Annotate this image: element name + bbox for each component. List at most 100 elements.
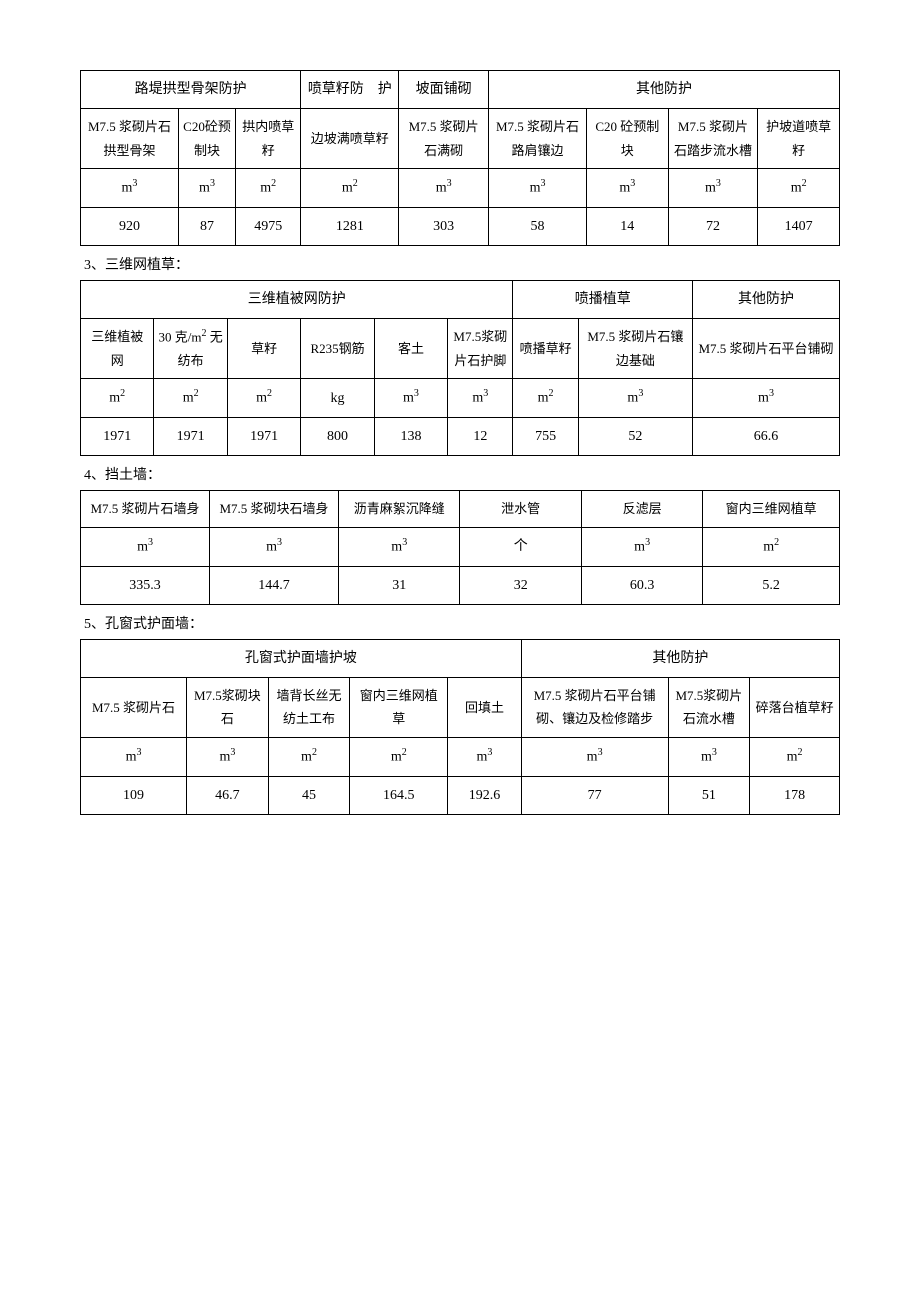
- t3-h-3: 泄水管: [460, 491, 581, 527]
- t4-u-3: m2: [350, 737, 448, 776]
- t4-sh-1: M7.5浆砌块石: [187, 677, 269, 737]
- t1-sh-3: 边坡满喷草籽: [301, 109, 399, 169]
- t3-u-2: m3: [339, 527, 460, 566]
- t3-h-5: 窗内三维网植草: [703, 491, 840, 527]
- t3-v-3: 32: [460, 566, 581, 604]
- t1-sh-6: C20 砼预制块: [586, 109, 668, 169]
- t2-v-6: 755: [513, 418, 578, 456]
- t4-sh-6: M7.5浆砌片石流水槽: [668, 677, 750, 737]
- t4-sh-4: 回填土: [448, 677, 521, 737]
- table-3d-net: 三维植被网防护 喷播植草 其他防护 三维植被网 30 克/m2 无纺布 草籽 R…: [80, 280, 840, 456]
- table-retaining-wall: M7.5 浆砌片石墙身 M7.5 浆砌块石墙身 沥青麻絮沉降缝 泄水管 反滤层 …: [80, 490, 840, 604]
- t2-sh-7: M7.5 浆砌片石镶边基础: [578, 319, 692, 379]
- t2-u-7: m3: [578, 379, 692, 418]
- table-arch-frame: 路堤拱型骨架防护 喷草籽防 护 坡面铺砌 其他防护 M7.5 浆砌片石拱型骨架 …: [80, 70, 840, 246]
- t2-sh-8: M7.5 浆砌片石平台铺砌: [693, 319, 840, 379]
- t1-v-8: 1407: [758, 207, 840, 245]
- t1-gh-3: 其他防护: [489, 71, 840, 109]
- t4-v-0: 109: [81, 776, 187, 814]
- t4-u-6: m3: [668, 737, 750, 776]
- t1-u-7: m3: [668, 168, 758, 207]
- t4-v-5: 77: [521, 776, 668, 814]
- t1-v-3: 1281: [301, 207, 399, 245]
- t4-v-3: 164.5: [350, 776, 448, 814]
- t1-gh-2: 坡面铺砌: [399, 71, 489, 109]
- t3-u-1: m3: [210, 527, 339, 566]
- t1-sh-8: 护坡道喷草籽: [758, 109, 840, 169]
- t3-v-0: 335.3: [81, 566, 210, 604]
- t2-u-8: m3: [693, 379, 840, 418]
- t4-v-2: 45: [268, 776, 350, 814]
- t4-sh-7: 碎落台植草籽: [750, 677, 840, 737]
- section-4-label: 4、挡土墙：: [84, 464, 840, 484]
- t1-sh-2: 拱内喷草籽: [236, 109, 301, 169]
- t2-gh-2: 其他防护: [693, 281, 840, 319]
- t1-sh-4: M7.5 浆砌片石满砌: [399, 109, 489, 169]
- t1-u-4: m3: [399, 168, 489, 207]
- t1-v-0: 920: [81, 207, 179, 245]
- t1-u-3: m2: [301, 168, 399, 207]
- t2-v-8: 66.6: [693, 418, 840, 456]
- t4-sh-2: 墙背长丝无纺土工布: [268, 677, 350, 737]
- section-3-label: 3、三维网植草：: [84, 254, 840, 274]
- t2-u-0: m2: [81, 379, 154, 418]
- t2-gh-1: 喷播植草: [513, 281, 693, 319]
- t3-u-5: m2: [703, 527, 840, 566]
- t2-gh-0: 三维植被网防护: [81, 281, 513, 319]
- t4-v-7: 178: [750, 776, 840, 814]
- t4-u-7: m2: [750, 737, 840, 776]
- t1-v-7: 72: [668, 207, 758, 245]
- t2-u-2: m2: [227, 379, 300, 418]
- t2-v-0: 1971: [81, 418, 154, 456]
- t1-v-5: 58: [489, 207, 587, 245]
- t4-v-4: 192.6: [448, 776, 521, 814]
- t2-v-5: 12: [448, 418, 513, 456]
- t4-sh-3: 窗内三维网植草: [350, 677, 448, 737]
- t2-v-2: 1971: [227, 418, 300, 456]
- t1-sh-0: M7.5 浆砌片石拱型骨架: [81, 109, 179, 169]
- t4-u-2: m2: [268, 737, 350, 776]
- t1-sh-1: C20砼预制块: [178, 109, 235, 169]
- t4-u-4: m3: [448, 737, 521, 776]
- t1-gh-0: 路堤拱型骨架防护: [81, 71, 301, 109]
- t2-sh-1: 30 克/m2 无纺布: [154, 319, 227, 379]
- t2-u-5: m3: [448, 379, 513, 418]
- t2-v-4: 138: [374, 418, 447, 456]
- t2-sh-3: R235钢筋: [301, 319, 374, 379]
- t1-u-5: m3: [489, 168, 587, 207]
- t2-u-1: m2: [154, 379, 227, 418]
- t4-u-0: m3: [81, 737, 187, 776]
- t2-u-4: m3: [374, 379, 447, 418]
- t1-gh-1: 喷草籽防 护: [301, 71, 399, 109]
- t2-sh-2: 草籽: [227, 319, 300, 379]
- t3-u-3: 个: [460, 527, 581, 566]
- t3-v-4: 60.3: [581, 566, 702, 604]
- t1-u-0: m3: [81, 168, 179, 207]
- t3-h-4: 反滤层: [581, 491, 702, 527]
- t2-sh-6: 喷播草籽: [513, 319, 578, 379]
- t2-u-6: m2: [513, 379, 578, 418]
- t2-v-7: 52: [578, 418, 692, 456]
- t1-v-1: 87: [178, 207, 235, 245]
- t4-u-5: m3: [521, 737, 668, 776]
- table-window-wall: 孔窗式护面墙护坡 其他防护 M7.5 浆砌片石 M7.5浆砌块石 墙背长丝无纺土…: [80, 639, 840, 815]
- t4-gh-1: 其他防护: [521, 639, 839, 677]
- t3-v-2: 31: [339, 566, 460, 604]
- t1-u-6: m3: [586, 168, 668, 207]
- t3-u-0: m3: [81, 527, 210, 566]
- t1-sh-7: M7.5 浆砌片石踏步流水槽: [668, 109, 758, 169]
- t2-v-3: 800: [301, 418, 374, 456]
- t3-u-4: m3: [581, 527, 702, 566]
- t1-sh-5: M7.5 浆砌片石路肩镶边: [489, 109, 587, 169]
- t4-sh-5: M7.5 浆砌片石平台铺砌、镶边及检修踏步: [521, 677, 668, 737]
- t1-v-4: 303: [399, 207, 489, 245]
- t3-v-1: 144.7: [210, 566, 339, 604]
- t2-sh-4: 客土: [374, 319, 447, 379]
- t3-h-2: 沥青麻絮沉降缝: [339, 491, 460, 527]
- t4-sh-0: M7.5 浆砌片石: [81, 677, 187, 737]
- t1-u-8: m2: [758, 168, 840, 207]
- t4-v-6: 51: [668, 776, 750, 814]
- t1-u-1: m3: [178, 168, 235, 207]
- t4-v-1: 46.7: [187, 776, 269, 814]
- t4-u-1: m3: [187, 737, 269, 776]
